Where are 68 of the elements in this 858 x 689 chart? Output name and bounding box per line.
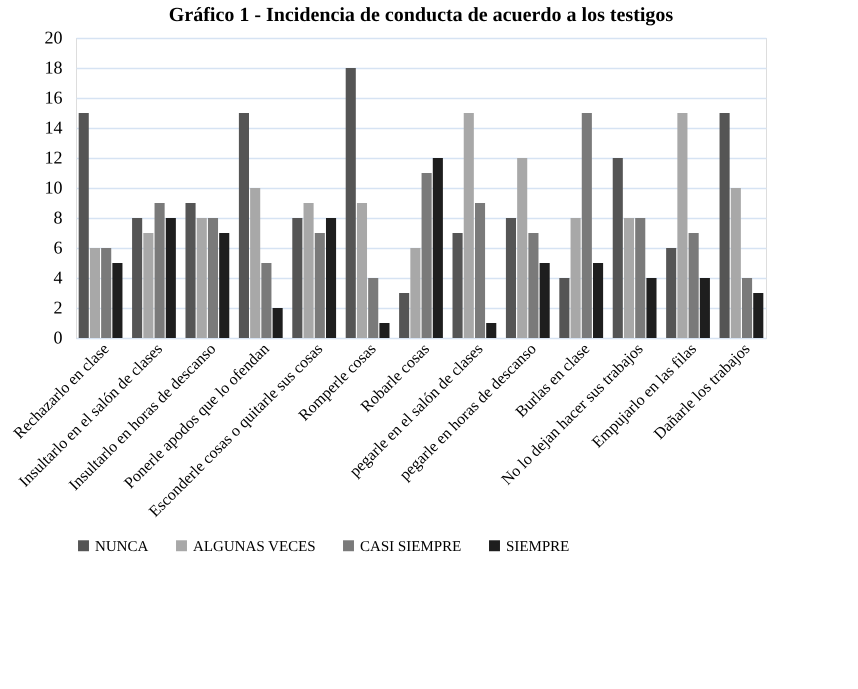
bar: [677, 113, 688, 338]
y-tick-label: 4: [54, 268, 62, 288]
bar: [753, 293, 764, 338]
y-tick-label: 12: [44, 148, 62, 168]
bar: [78, 113, 89, 338]
bar: [432, 158, 443, 338]
bar: [154, 203, 165, 338]
bar: [112, 263, 122, 338]
bar: [261, 263, 272, 338]
bar: [346, 68, 356, 338]
y-tick-label: 0: [54, 328, 62, 348]
y-tick-label: 2: [54, 298, 62, 318]
legend-label: ALGUNAS VECES: [193, 538, 316, 555]
bar: [208, 218, 218, 338]
bar: [528, 233, 538, 338]
bar: [422, 173, 432, 338]
bar: [624, 218, 634, 338]
bar: [292, 218, 302, 338]
bar: [250, 188, 260, 338]
bar: [570, 218, 581, 338]
bar: [356, 203, 368, 338]
bar: [326, 218, 336, 338]
y-tick-label: 16: [44, 88, 62, 108]
bar: [730, 188, 741, 338]
bar: [185, 203, 196, 338]
bar: [304, 203, 314, 338]
bar: [238, 113, 249, 338]
bar: [410, 248, 420, 338]
bar: [635, 218, 646, 338]
bar: [720, 113, 730, 338]
bar: [452, 233, 463, 338]
bar: [368, 278, 378, 338]
y-tick-label: 18: [44, 58, 62, 78]
bar: [219, 233, 230, 338]
bar: [314, 233, 325, 338]
bar: [742, 278, 752, 338]
bar: [272, 308, 283, 338]
y-tick-label: 14: [44, 118, 62, 138]
bar: [101, 248, 112, 338]
bar: [132, 218, 142, 338]
y-tick-label: 20: [44, 28, 62, 48]
bar: [166, 218, 176, 338]
bar: [399, 293, 410, 338]
bar: [700, 278, 710, 338]
bar: [90, 248, 100, 338]
bar: [143, 233, 154, 338]
y-tick-label: 6: [54, 238, 62, 258]
bar: [593, 263, 604, 338]
bar: [464, 113, 474, 338]
bar: [517, 158, 528, 338]
bar: [196, 218, 207, 338]
bar: [474, 203, 486, 338]
bar: [559, 278, 570, 338]
bar: [540, 263, 550, 338]
legend-label: NUNCA: [95, 538, 148, 555]
y-tick-label: 8: [54, 208, 62, 228]
y-tick-label: 10: [44, 178, 62, 198]
bar: [646, 278, 657, 338]
legend-label: CASI SIEMPRE: [360, 538, 462, 555]
bar: [666, 248, 676, 338]
legend-label: SIEMPRE: [506, 538, 570, 555]
bar: [506, 218, 516, 338]
bar: [379, 323, 390, 338]
bar: [582, 113, 592, 338]
chart-title: Gráfico 1 - Incidencia de conducta de acuerdo a los testigos: [168, 4, 674, 26]
bar: [612, 158, 623, 338]
bar: [486, 323, 496, 338]
bar: [688, 233, 699, 338]
